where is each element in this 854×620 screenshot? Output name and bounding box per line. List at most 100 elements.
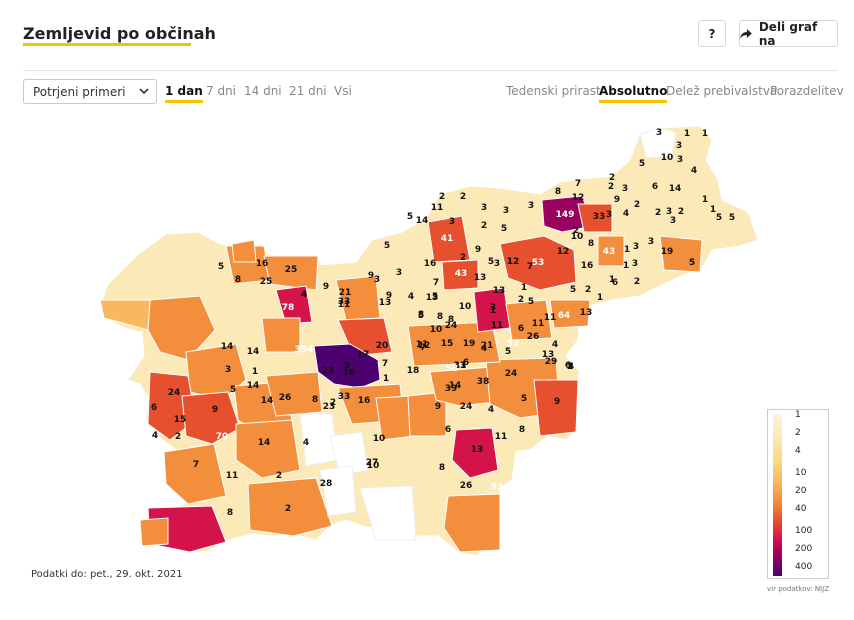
municipality-value-label: 9	[435, 402, 441, 412]
municipality-value-label: 14	[449, 381, 462, 391]
municipality-value-label: 4	[408, 292, 414, 302]
municipality-value-label: 5	[528, 297, 534, 307]
municipality-value-label: 11	[338, 300, 351, 310]
municipality-value-label: 11	[544, 313, 557, 323]
municipality-value-label: 8	[235, 275, 241, 285]
municipality-value-label: 21	[481, 341, 494, 351]
municipality-value-label: 14	[669, 184, 682, 194]
municipality-value-label: 12	[557, 247, 570, 257]
municipality-value-label: 6	[612, 278, 618, 288]
municipality-value-label: 13	[580, 308, 593, 318]
help-button[interactable]: ?	[698, 20, 726, 47]
municipality-value-label: 3	[632, 259, 638, 269]
municipality-value-label: 2	[573, 226, 579, 236]
municipality-value-label: 3	[656, 128, 662, 138]
tab-delez-prebivalstva[interactable]: Delež prebivalstva	[666, 84, 778, 98]
municipality-value-label: 9	[344, 361, 350, 371]
municipality-value-label: 6	[565, 361, 571, 371]
municipality-value-label: 2	[634, 200, 640, 210]
municipality-value-label: 5	[407, 212, 413, 222]
municipality-value-label: 2	[634, 277, 640, 287]
municipality-value-label: 24	[460, 402, 473, 412]
municipality-value-label: 14	[247, 381, 260, 391]
share-icon	[740, 28, 752, 38]
municipality-value-label: 20	[376, 341, 389, 351]
tab-14-dni[interactable]: 14 dni	[244, 84, 282, 98]
municipality-value-label: 8	[588, 239, 594, 249]
municipality-value-label: 9	[212, 405, 218, 415]
municipality-value-label: 10	[661, 153, 674, 163]
municipality-value-label: 4	[301, 290, 307, 300]
municipality-value-label: 7	[527, 262, 533, 272]
municipality-value-label: 3	[503, 206, 509, 216]
tab-7-dni[interactable]: 7 dni	[206, 84, 237, 98]
chevron-down-icon	[139, 88, 149, 95]
municipality-value-label: 64	[558, 311, 571, 321]
legend-tick: 4	[795, 446, 801, 456]
municipality-value-label: 5	[384, 241, 390, 251]
municipality-value-label: 4	[568, 362, 574, 372]
municipality-value-label: 26	[460, 481, 473, 491]
municipality-fills	[99, 195, 703, 553]
municipality-value-label: 13	[379, 298, 392, 308]
municipality-value-label: 2	[678, 207, 684, 217]
legend-tick: 10	[795, 468, 807, 478]
municipality-value-label: 19	[463, 339, 476, 349]
municipality-value-label: 5	[418, 311, 424, 321]
municipality-value-label: 3	[633, 242, 639, 252]
metric-select-value: Potrjeni primeri	[33, 84, 126, 99]
municipality-value-label: 5	[639, 159, 645, 169]
municipality-value-label: 9	[614, 195, 620, 205]
municipality-value-label: 1	[710, 205, 716, 215]
share-button[interactable]: Deli graf na	[739, 20, 838, 48]
municipality-value-label: 4	[152, 431, 158, 441]
title-underline	[23, 43, 191, 46]
municipality-value-label: 11	[491, 321, 504, 331]
legend-tick: 1	[795, 410, 801, 420]
tab-vsi[interactable]: Vsi	[334, 84, 352, 98]
municipality-value-label: 6	[518, 324, 524, 334]
municipality-value-label: 9	[554, 397, 560, 407]
municipality-value-label: 2	[567, 362, 573, 372]
municipality-value-label: 5	[501, 224, 507, 234]
municipality-value-label: 5	[230, 385, 236, 395]
municipality-value-label: 18	[407, 366, 420, 376]
data-source: vir podatkov: NIJZ	[767, 585, 829, 593]
municipality-value-label: 10	[343, 368, 356, 378]
municipality-value-label: 24	[505, 369, 518, 379]
tab-tedenski-prirast[interactable]: Tedenski prirast	[506, 84, 601, 98]
municipality-value-label: 11	[416, 340, 429, 350]
municipality-value-label: 4	[691, 166, 697, 176]
municipality-value-label: 4	[481, 344, 487, 354]
municipality-value-label: 3	[666, 207, 672, 217]
legend-tick: 2	[795, 428, 801, 438]
municipality-value-label: 15	[174, 415, 187, 425]
municipality-value-label: 15	[441, 339, 454, 349]
tab-1-dan[interactable]: 1 dan	[165, 84, 203, 103]
municipality-value-label: 2	[655, 208, 661, 218]
municipality-value-label: 7	[382, 359, 388, 369]
tab-absolutno[interactable]: Absolutno	[599, 84, 668, 103]
municipality-value-label: 10	[373, 434, 386, 444]
municipality-value-label: 1	[597, 293, 603, 303]
municipality-value-label: 8	[437, 312, 443, 322]
metric-select[interactable]: Potrjeni primeri	[23, 79, 157, 104]
legend-tick: 200	[795, 544, 813, 554]
municipality-value-label: 13	[474, 273, 487, 283]
municipality-value-label: 4	[303, 438, 309, 448]
municipality-value-label: 12	[507, 257, 520, 267]
tab-21-dni[interactable]: 21 dni	[289, 84, 327, 98]
municipality-value-label: 2	[460, 192, 466, 202]
municipality-value-label: 8	[519, 425, 525, 435]
municipality-value-label: 16	[358, 396, 371, 406]
municipality-value-label: 1	[624, 245, 630, 255]
municipality-value-label: 2	[460, 253, 466, 263]
municipality-value-label: 2	[609, 173, 615, 183]
municipality-value-label: 3	[481, 203, 487, 213]
municipality-value-label: 2	[276, 471, 282, 481]
tab-porazdelitev[interactable]: Porazdelitev	[770, 84, 844, 98]
municipality-value-label: 3	[606, 210, 612, 220]
municipality-value-label: 3	[396, 268, 402, 278]
municipality-value-label: 12	[572, 193, 585, 203]
